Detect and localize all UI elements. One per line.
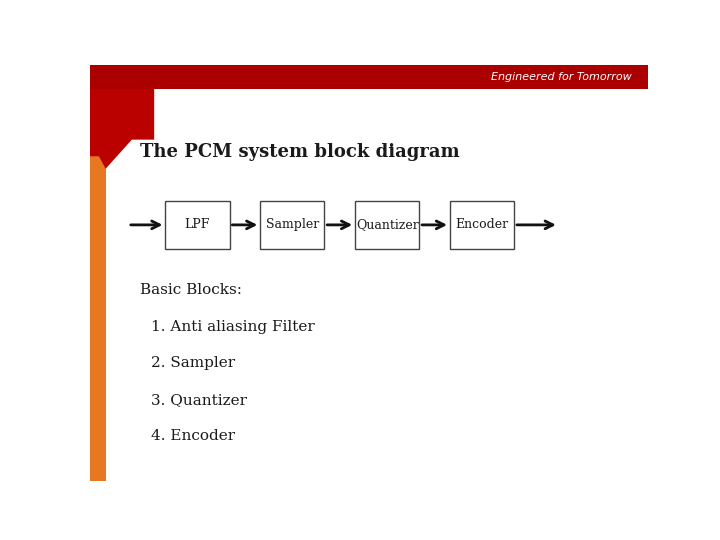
Polygon shape	[90, 140, 106, 181]
Bar	[166, 201, 230, 249]
Text: Engineered for Tomorrow: Engineered for Tomorrow	[490, 72, 631, 82]
Polygon shape	[90, 89, 154, 168]
Text: Basic Blocks:: Basic Blocks:	[140, 283, 242, 297]
Polygon shape	[90, 89, 154, 156]
Bar	[90, 89, 106, 481]
Text: Quantizer: Quantizer	[356, 218, 418, 231]
Bar	[355, 201, 419, 249]
Text: 1. Anti aliasing Filter: 1. Anti aliasing Filter	[151, 320, 315, 334]
Text: The PCM system block diagram: The PCM system block diagram	[140, 143, 460, 161]
Bar	[450, 201, 514, 249]
Text: 4. Encoder: 4. Encoder	[151, 429, 235, 443]
Bar	[90, 65, 648, 89]
Text: 2. Sampler: 2. Sampler	[151, 356, 235, 370]
Text: 3. Quantizer: 3. Quantizer	[151, 393, 248, 407]
Text: Encoder: Encoder	[456, 218, 508, 231]
Bar	[260, 201, 324, 249]
Text: Sampler: Sampler	[266, 218, 319, 231]
Text: LPF: LPF	[185, 218, 210, 231]
